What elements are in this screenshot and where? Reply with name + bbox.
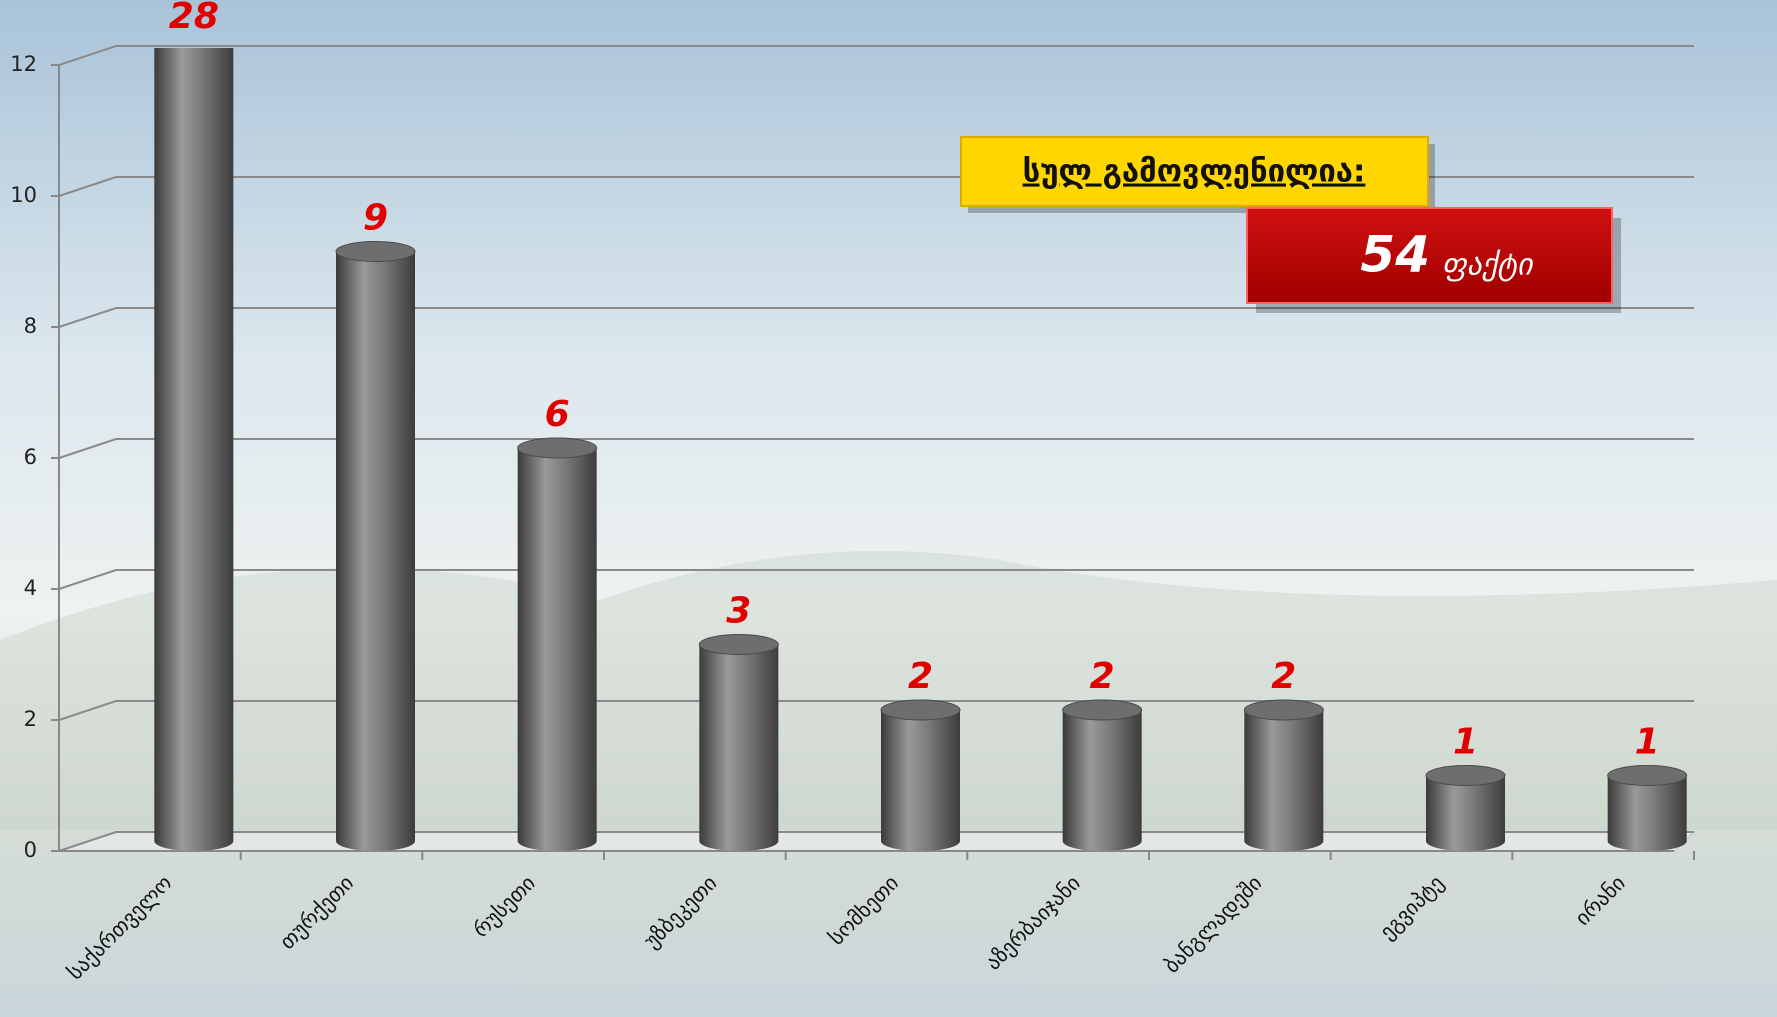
bar-cap [1425,765,1506,786]
bar-cap [1607,765,1688,786]
bar [517,438,597,851]
total-box [1246,207,1613,304]
y-tick-label: 2 [24,707,37,731]
bar-cap [335,241,416,262]
grid-line [58,307,1694,328]
annotation-box [960,136,1429,207]
bar [154,48,234,851]
bars [154,48,1688,851]
bar [881,700,960,851]
bar-cap [698,634,779,655]
grid-line [58,700,1694,721]
bar-cap [517,437,598,459]
bar-cap [880,699,961,721]
bar [1426,765,1505,851]
bar [1244,700,1324,851]
value-label: 3 [726,591,751,632]
value-label: 2 [908,656,933,697]
total-value: 54 [1360,226,1430,284]
bar [336,241,415,851]
value-label: 6 [545,394,570,435]
value-label: 28 [169,0,219,37]
value-label: 9 [363,198,388,239]
y-tick-label: 6 [24,445,37,469]
grid-line [58,569,1694,590]
value-label: 2 [1090,656,1115,697]
grid-line [58,438,1694,459]
bar-cap [1243,699,1324,721]
value-label: 1 [1453,722,1478,763]
bar [1062,700,1142,851]
y-tick-label: 10 [10,183,37,207]
y-tick-label: 8 [24,314,37,338]
bar [699,634,779,851]
y-tick-label: 0 [24,838,37,862]
bar-cap [1062,699,1143,721]
value-label: 1 [1635,722,1660,763]
y-tick-label: 4 [24,576,37,600]
annotation: სულ გამოვლენილია: [1023,154,1366,190]
grid-line [58,831,1694,852]
grid-line [58,45,1694,66]
y-tick-label: 12 [10,52,37,76]
background-building [0,551,1777,830]
value-label: 2 [1271,656,1296,697]
bar [1607,765,1687,851]
total-unit: ფაქტი [1442,248,1535,283]
